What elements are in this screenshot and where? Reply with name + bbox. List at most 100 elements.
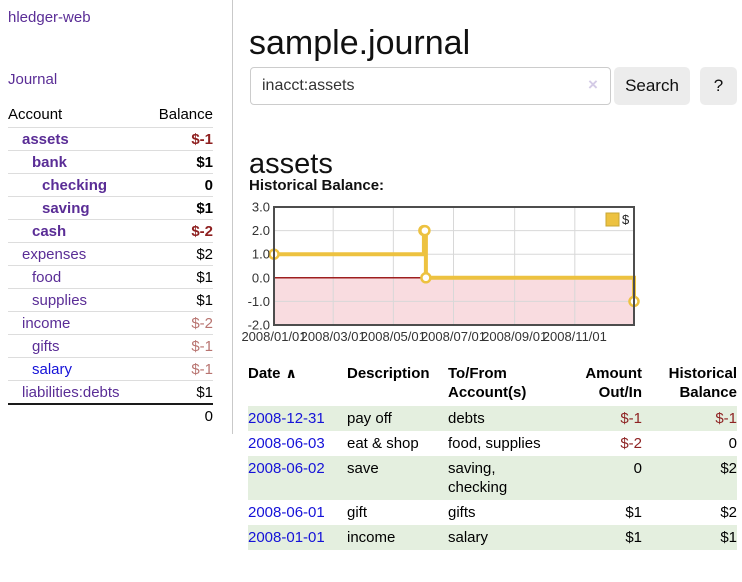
account-link[interactable]: assets bbox=[22, 131, 69, 148]
account-link[interactable]: salary bbox=[32, 361, 73, 378]
account-link[interactable]: gifts bbox=[32, 338, 60, 355]
account-row: bank $1 bbox=[8, 150, 213, 174]
y-tick-label: 3.0 bbox=[252, 200, 270, 215]
legend-swatch bbox=[605, 212, 620, 227]
transaction-description: income bbox=[347, 529, 396, 546]
account-balance: $-1 bbox=[158, 357, 213, 381]
account-link[interactable]: bank bbox=[32, 154, 68, 171]
search-button[interactable]: Search bbox=[614, 67, 690, 105]
chart-title: Historical Balance: bbox=[249, 177, 385, 194]
transaction-amount: $-1 bbox=[620, 410, 642, 427]
register-row: 2008-01-01 income salary $1 $1 bbox=[248, 525, 737, 550]
clear-search-icon[interactable]: × bbox=[588, 75, 598, 94]
account-row: checking 0 bbox=[8, 173, 213, 197]
transaction-description: gift bbox=[347, 504, 368, 521]
account-row: supplies $1 bbox=[8, 288, 213, 312]
account-row: income $-2 bbox=[8, 311, 213, 335]
transaction-balance: $2 bbox=[720, 460, 737, 477]
transaction-balance: $-1 bbox=[715, 410, 737, 427]
account-row: cash $-2 bbox=[8, 219, 213, 243]
account-link[interactable]: income bbox=[22, 315, 71, 332]
x-tick-label: 2008/03/01 bbox=[301, 329, 366, 344]
x-tick-label: 2008/05/01 bbox=[361, 329, 426, 344]
register-row: 2008-12-31 pay off debts $-1 $-1 bbox=[248, 406, 737, 431]
account-row: saving $1 bbox=[8, 196, 213, 220]
accounts-total-row: 0 bbox=[8, 404, 213, 427]
accounts-table: Account Balance assets $-1 bank $1 checking 0… bbox=[8, 104, 213, 427]
x-tick-label: 2008/09/01 bbox=[482, 329, 547, 344]
account-balance: $1 bbox=[158, 380, 213, 405]
account-balance: $-1 bbox=[158, 334, 213, 358]
account-row: expenses $2 bbox=[8, 242, 213, 266]
account-row: salary $-1 bbox=[8, 357, 213, 381]
account-balance: $-2 bbox=[158, 311, 213, 335]
transaction-date-link[interactable]: 2008-06-03 bbox=[248, 435, 325, 452]
sort-ascending-icon: ∧ bbox=[285, 365, 297, 381]
account-link[interactable]: expenses bbox=[22, 246, 87, 263]
help-button[interactable]: ? bbox=[700, 67, 737, 105]
transaction-description: pay off bbox=[347, 410, 392, 427]
transaction-date-link[interactable]: 2008-01-01 bbox=[248, 529, 325, 546]
transaction-accounts: saving, checking bbox=[448, 460, 508, 496]
account-row: gifts $-1 bbox=[8, 334, 213, 358]
account-link[interactable]: cash bbox=[32, 223, 67, 240]
account-balance: $1 bbox=[158, 288, 213, 312]
historical-balance-chart: $3.0 2.0 1.0 0.0 -1.0 -2.0 2008/01/01 2008/03/0… bbox=[240, 200, 700, 350]
account-row: food $1 bbox=[8, 265, 213, 289]
y-tick-label: -1.0 bbox=[248, 294, 270, 309]
transaction-date-link[interactable]: 2008-06-01 bbox=[248, 504, 325, 521]
register-row: 2008-06-02 save saving, checking 0 $2 bbox=[248, 456, 737, 500]
y-tick-label: 0.0 bbox=[252, 270, 270, 285]
account-row: liabilities:debts $1 bbox=[8, 380, 213, 405]
y-tick-label: 2.0 bbox=[252, 223, 270, 238]
account-balance: $1 bbox=[158, 150, 213, 174]
account-link[interactable]: supplies bbox=[32, 292, 88, 309]
legend-label: $ bbox=[622, 212, 630, 227]
register-row: 2008-06-01 gift gifts $1 $2 bbox=[248, 500, 737, 525]
x-tick-label: 2008/01/01 bbox=[241, 329, 306, 344]
data-point-marker bbox=[420, 272, 432, 284]
account-balance: $-2 bbox=[158, 219, 213, 243]
register-row: 2008-06-03 eat & shop food, supplies $-2 0 bbox=[248, 431, 737, 456]
account-balance: $1 bbox=[158, 196, 213, 220]
transaction-amount: $1 bbox=[625, 529, 642, 546]
account-link[interactable]: food bbox=[32, 269, 62, 286]
column-header-date[interactable]: Date ∧ bbox=[248, 365, 297, 382]
transaction-amount: $-2 bbox=[620, 435, 642, 452]
transaction-description: save bbox=[347, 460, 379, 477]
account-link[interactable]: liabilities:debts bbox=[22, 384, 120, 401]
x-tick-label: 2008/11/01 bbox=[543, 329, 607, 344]
account-link[interactable]: saving bbox=[42, 200, 90, 217]
y-tick-label: 1.0 bbox=[252, 247, 270, 262]
transaction-date-link[interactable]: 2008-12-31 bbox=[248, 410, 325, 427]
transaction-balance: $1 bbox=[720, 529, 737, 546]
account-link[interactable]: checking bbox=[42, 177, 108, 194]
transaction-accounts: salary bbox=[448, 529, 489, 546]
transaction-balance: $2 bbox=[720, 504, 737, 521]
column-header-accounts: To/From Account(s) bbox=[448, 365, 527, 401]
account-balance: $2 bbox=[158, 242, 213, 266]
column-header-balance: Historical Balance bbox=[668, 365, 737, 401]
register-table: Date ∧ Description To/From Account(s) Amo… bbox=[248, 363, 737, 550]
plot-border bbox=[273, 206, 635, 326]
page-title: sample.journal bbox=[249, 23, 471, 62]
accounts-total-value: 0 bbox=[204, 408, 213, 425]
chart-canvas: $3.0 2.0 1.0 0.0 -1.0 -2.02008/01/012008/03/0… bbox=[241, 200, 640, 344]
data-point-marker bbox=[419, 224, 431, 237]
account-balance: 0 bbox=[158, 173, 213, 197]
app-brand-link[interactable]: hledger-web bbox=[8, 9, 91, 26]
transaction-date-link[interactable]: 2008-06-02 bbox=[248, 460, 325, 477]
transaction-amount: $1 bbox=[625, 504, 642, 521]
search-input[interactable] bbox=[250, 67, 611, 105]
y-tick-label: -2.0 bbox=[248, 318, 270, 333]
accounts-header-balance: Balance bbox=[158, 104, 213, 128]
transaction-accounts: food, supplies bbox=[448, 435, 541, 452]
sidebar-divider bbox=[232, 0, 233, 434]
account-balance: $1 bbox=[158, 265, 213, 289]
transaction-accounts: gifts bbox=[448, 504, 476, 521]
account-heading: assets bbox=[249, 148, 333, 181]
transaction-balance: 0 bbox=[728, 435, 737, 452]
nav-journal-link[interactable]: Journal bbox=[8, 71, 58, 88]
transaction-amount: 0 bbox=[633, 460, 642, 477]
